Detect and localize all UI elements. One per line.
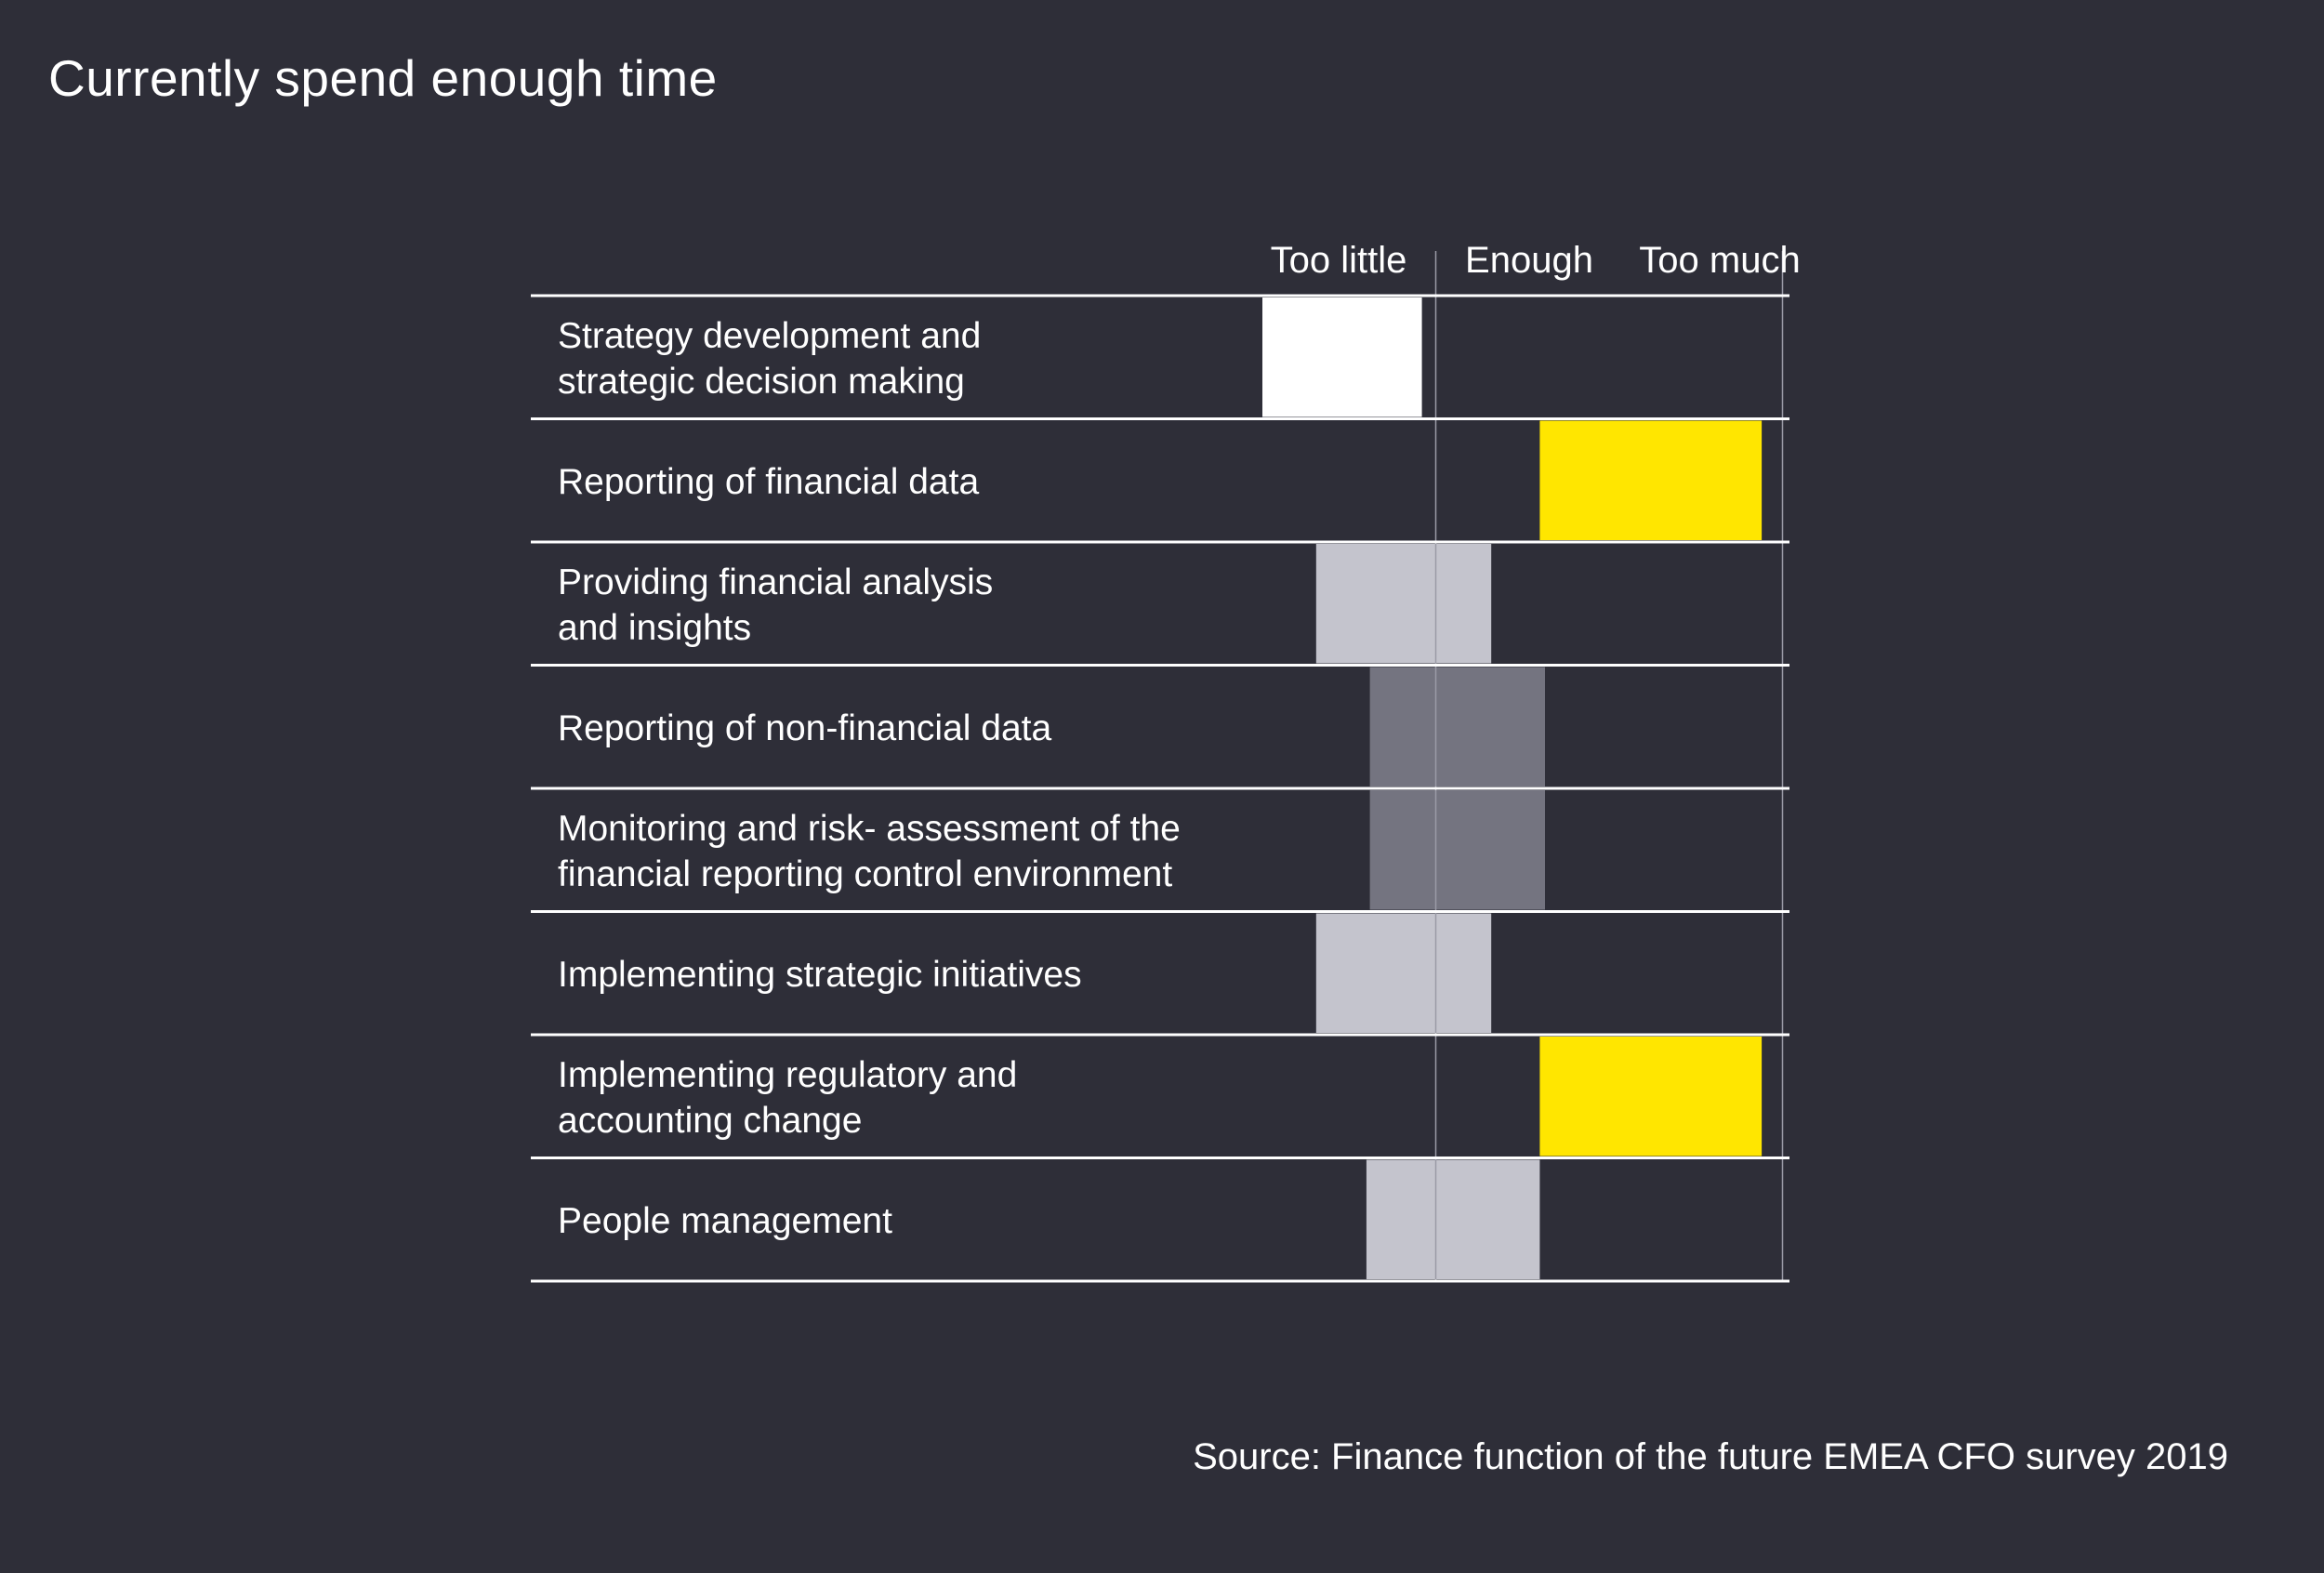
row-label: Implementing regulatory and [558,1055,1017,1095]
row-label: Monitoring and risk- assessment of the [558,809,1181,849]
bar [1369,667,1545,786]
row-label: Implementing strategic initiatives [558,955,1082,995]
row-label: Strategy development and [558,316,981,356]
source-note: Source: Finance function of the future E… [1193,1436,2228,1477]
chart-title: Currently spend enough time [48,49,718,107]
bar [1315,913,1492,1033]
row-label: Providing financial analysis [558,562,993,602]
row-label: People management [558,1201,892,1241]
row-label: financial reporting control environment [558,854,1172,894]
bar [1369,790,1545,910]
bar [1539,420,1763,540]
row-label: accounting change [558,1101,862,1141]
row-label: strategic decision making [558,362,965,402]
row-label: Reporting of non-financial data [558,708,1051,748]
column-header: Too little [1271,240,1407,281]
bar [1315,544,1492,664]
column-header: Too much [1639,240,1800,281]
bar [1262,297,1422,417]
row-label: Reporting of financial data [558,462,979,502]
column-header: Enough [1465,240,1593,281]
row-label: and insights [558,608,751,648]
bar [1366,1159,1540,1279]
bar [1539,1037,1763,1157]
